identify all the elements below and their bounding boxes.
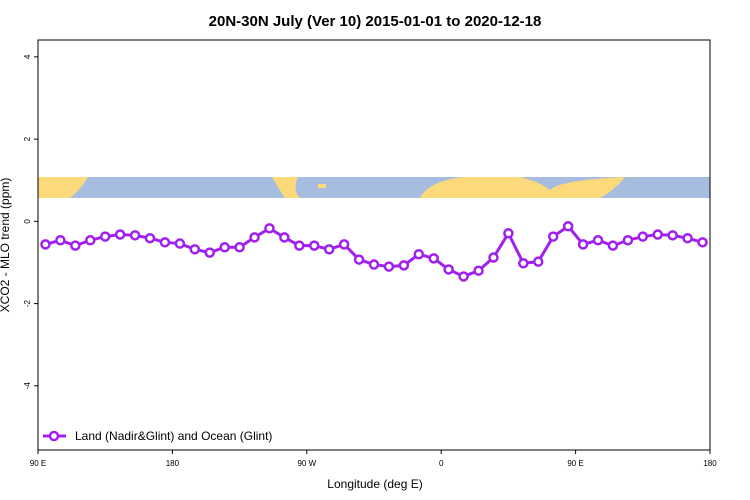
data-point	[428, 253, 439, 264]
data-point	[70, 240, 81, 251]
chart-title: 20N-30N July (Ver 10) 2015-01-01 to 2020…	[209, 13, 542, 30]
data-point	[309, 240, 320, 251]
data-point	[114, 229, 126, 240]
data-point	[40, 239, 51, 250]
data-point	[85, 235, 96, 246]
data-point	[189, 244, 201, 255]
y-tick-label: -4	[23, 382, 32, 390]
data-point	[443, 264, 454, 275]
y-tick-label: 4	[23, 54, 32, 59]
data-point	[697, 237, 708, 248]
data-point	[144, 232, 156, 244]
x-tick-label: 180	[703, 459, 717, 468]
x-axis-label: Longitude (deg E)	[327, 477, 422, 491]
data-point	[562, 221, 574, 232]
data-point	[129, 230, 141, 241]
data-point	[488, 252, 499, 263]
y-axis-label: XCO2 - MLO trend (ppm)	[0, 178, 12, 313]
map-strip	[38, 177, 710, 198]
legend-label: Land (Nadir&Glint) and Ocean (Glint)	[75, 429, 272, 443]
x-tick-label: 0	[439, 459, 444, 468]
data-point	[413, 249, 425, 260]
data-point	[368, 259, 380, 270]
data-point	[279, 232, 290, 243]
data-point	[249, 232, 260, 243]
y-tick-label: 0	[23, 219, 32, 224]
data-point	[99, 231, 111, 242]
data-point	[622, 235, 634, 246]
data-point	[607, 240, 619, 251]
data-point	[667, 230, 678, 241]
data-point	[219, 242, 230, 253]
legend-marker	[48, 430, 60, 442]
x-tick-label: 90 W	[297, 459, 316, 468]
data-point	[503, 228, 514, 239]
data-point	[652, 229, 663, 240]
data-point	[577, 239, 589, 250]
x-tick-label: 90 E	[30, 459, 46, 468]
data-point	[234, 242, 245, 253]
data-point	[204, 247, 215, 258]
y-tick-label: 2	[23, 136, 32, 141]
data-point	[458, 271, 469, 282]
data-point	[294, 240, 305, 251]
data-point	[473, 265, 484, 276]
data-point	[323, 244, 335, 255]
data-point	[533, 256, 544, 267]
y-tick-label: -2	[23, 299, 32, 307]
x-tick-label: 180	[166, 459, 180, 468]
data-point	[518, 258, 529, 269]
data-point	[55, 235, 66, 246]
data-point	[398, 260, 410, 271]
data-point	[547, 231, 559, 242]
data-point	[637, 231, 649, 242]
data-point	[592, 235, 604, 246]
data-point	[682, 232, 693, 244]
data-point	[159, 237, 171, 248]
x-tick-label: 90 E	[567, 459, 583, 468]
data-point	[353, 254, 365, 265]
data-point	[174, 238, 186, 249]
plot-frame	[37, 39, 711, 451]
data-point	[264, 223, 275, 234]
data-point	[383, 261, 395, 272]
data-point	[338, 239, 350, 250]
